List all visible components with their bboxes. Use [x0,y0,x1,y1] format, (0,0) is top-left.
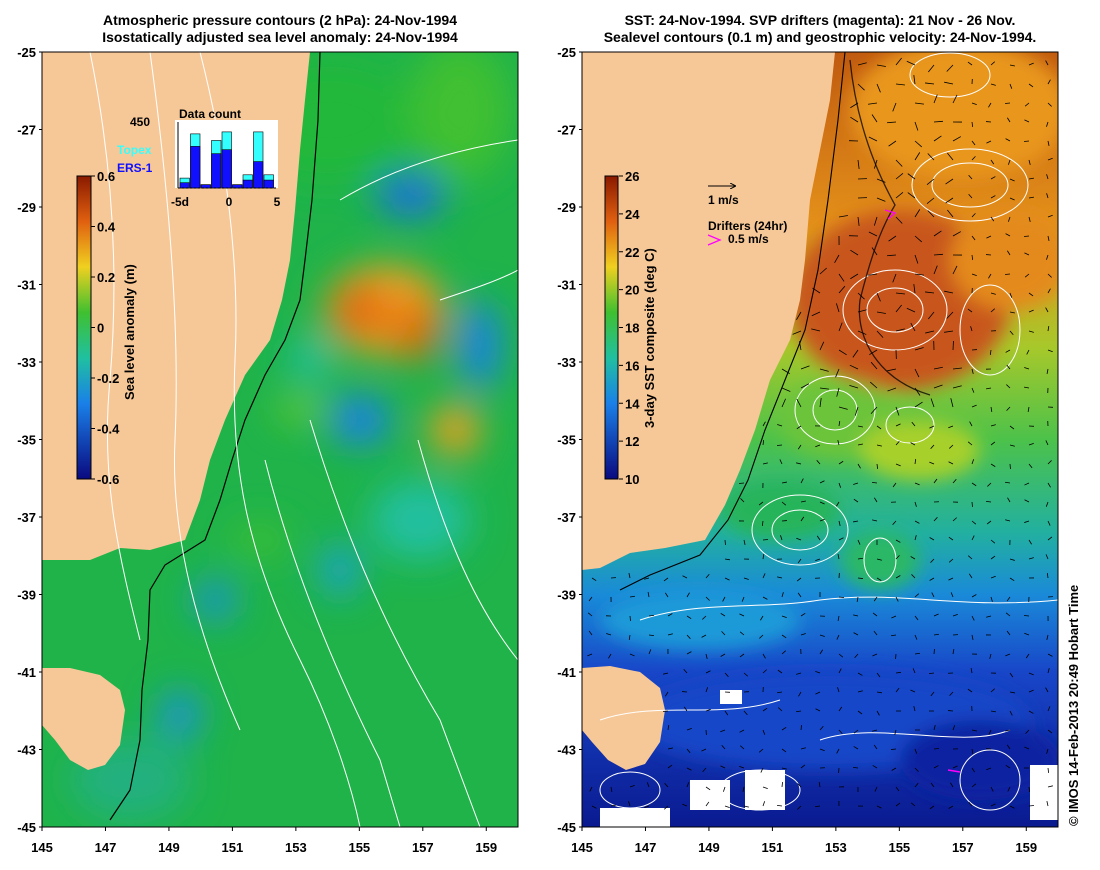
left-lon-tick: 153 [285,840,307,855]
drifters-legend-title: Drifters (24hr) [708,219,787,233]
left-lon-tick: 155 [348,840,370,855]
left-lat-tick: -33 [17,355,36,370]
left-title-line1: Atmospheric pressure contours (2 hPa): 2… [103,12,457,28]
right-title-line2: Sealevel contours (0.1 m) and geostrophi… [603,29,1037,45]
inset-bar-ers [242,179,253,189]
right-colorbar-label: 3-day SST composite (deg C) [642,248,657,428]
inset-bar-ers [211,153,222,189]
left-lat-tick: -39 [17,588,36,603]
inset-bar-ers [200,184,211,189]
right-colorbar-tick: 16 [625,358,639,373]
data-count-inset: Data count 450 Topex ERS-1 -5d 0 5 [117,107,281,209]
left-lat-tick: -31 [17,278,36,293]
left-lat-tick: -27 [17,123,36,138]
left-title-line2: Isostatically adjusted sea level anomaly… [102,29,458,45]
credit-text: © IMOS 14-Feb-2013 20:49 Hobart Time [1066,584,1081,826]
inset-x-tick: 0 [226,195,233,209]
inset-x-tick: -5d [171,195,189,209]
right-colorbar [604,175,619,480]
left-lat-tick: -29 [17,200,36,215]
inset-bar-ers [232,184,243,189]
right-title-line1: SST: 24-Nov-1994. SVP drifters (magenta)… [624,12,1016,28]
inset-legend-ers: ERS-1 [117,161,153,175]
right-lat-tick: -45 [557,820,576,835]
left-colorbar-tick: 0.6 [97,169,115,184]
left-lat-tick: -41 [17,665,36,680]
velocity-legend-label: 1 m/s [708,193,739,207]
right-lat-tick: -29 [557,200,576,215]
left-colorbar-label: Sea level anomaly (m) [122,264,137,400]
right-axes: -25 -27 -29 -31 -33 -35 -37 -39 -41 -43 -45 145 147 1… [557,45,1037,855]
right-colorbar-ticks: 26 24 22 20 18 16 14 12 10 [619,169,640,487]
left-colorbar-tick: 0.4 [97,220,116,235]
left-lat-tick: -25 [17,45,36,60]
inset-bar-ers [179,182,190,189]
right-lon-tick: 145 [571,840,593,855]
right-lat-tick: -43 [557,743,576,758]
left-lon-tick: 157 [412,840,434,855]
right-lat-tick: -37 [557,510,576,525]
right-colorbar-tick: 26 [625,169,639,184]
left-colorbar-tick: -0.4 [97,422,120,437]
velocity-legend: 1 m/s Drifters (24hr) 0.5 m/s [707,186,787,246]
right-lon-tick: 157 [952,840,974,855]
right-lat-tick: -31 [557,278,576,293]
left-colorbar [76,175,92,480]
left-lat-tick: -45 [17,820,36,835]
inset-x-tick: 5 [274,195,281,209]
right-lat-tick: -27 [557,123,576,138]
left-colorbar-tick: -0.6 [97,472,119,487]
right-lat-tick: -41 [557,665,576,680]
right-map [582,52,1058,827]
inset-legend-topex: Topex [117,143,152,157]
inset-title: Data count [179,107,241,121]
right-colorbar-tick: 18 [625,321,639,336]
right-lon-tick: 153 [825,840,847,855]
right-lat-tick: -39 [557,588,576,603]
left-colorbar-tick: 0 [97,321,104,336]
left-colorbar-tick: -0.2 [97,371,119,386]
left-colorbar-ticks: 0.6 0.4 0.2 0 -0.2 -0.4 -0.6 [91,169,120,487]
right-colorbar-tick: 20 [625,283,639,298]
left-axes: -25 -27 -29 -31 -33 -35 -37 -39 -41 -43 -45 145 147 1… [17,45,497,855]
inset-bar-ers [253,161,264,189]
right-colorbar-tick: 24 [625,207,640,222]
left-lon-tick: 151 [222,840,244,855]
left-colorbar-tick: 0.2 [97,270,115,285]
right-colorbar-tick: 12 [625,434,639,449]
right-lon-tick: 147 [635,840,657,855]
left-lon-tick: 159 [475,840,497,855]
right-colorbar-tick: 22 [625,245,639,260]
drifters-legend-speed: 0.5 m/s [728,232,769,246]
drifter-arrow-icon [707,234,722,246]
right-colorbar-tick: 10 [625,472,639,487]
right-lat-tick: -25 [557,45,576,60]
left-lon-tick: 147 [95,840,117,855]
right-colorbar-tick: 14 [625,396,640,411]
inset-bar-ers [190,146,201,189]
left-lon-tick: 149 [158,840,180,855]
left-lat-tick: -43 [17,743,36,758]
inset-bar-ers [221,149,232,189]
left-lon-tick: 145 [31,840,53,855]
right-lon-tick: 149 [698,840,720,855]
right-lon-tick: 151 [762,840,784,855]
inset-bar-ers [263,179,274,189]
right-lat-tick: -35 [557,433,576,448]
right-lon-tick: 159 [1015,840,1037,855]
left-lat-tick: -35 [17,433,36,448]
right-lat-tick: -33 [557,355,576,370]
left-lat-tick: -37 [17,510,36,525]
inset-y-max: 450 [130,115,150,129]
right-lon-tick: 155 [888,840,910,855]
